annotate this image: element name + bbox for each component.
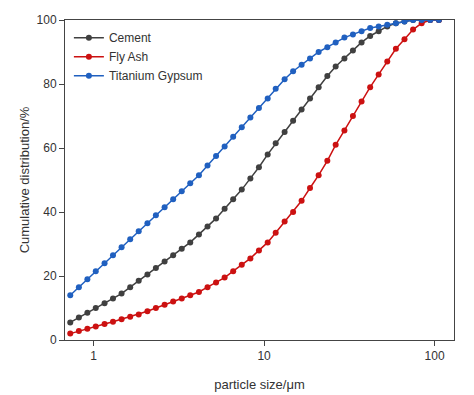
svg-text:particle size/μm: particle size/μm	[214, 377, 305, 392]
svg-text:10: 10	[257, 349, 271, 363]
svg-text:20: 20	[43, 269, 57, 283]
svg-text:60: 60	[43, 141, 57, 155]
svg-text:0: 0	[50, 333, 57, 347]
svg-text:1: 1	[90, 349, 97, 363]
svg-text:Fly Ash: Fly Ash	[109, 50, 148, 64]
svg-text:100: 100	[425, 349, 445, 363]
svg-text:80: 80	[43, 77, 57, 91]
svg-text:Titanium Gypsum: Titanium Gypsum	[109, 69, 203, 83]
svg-text:Cumulative distribution/%: Cumulative distribution/%	[17, 106, 32, 253]
svg-text:40: 40	[43, 205, 57, 219]
svg-text:Cement: Cement	[109, 31, 152, 45]
svg-text:100: 100	[37, 13, 57, 27]
